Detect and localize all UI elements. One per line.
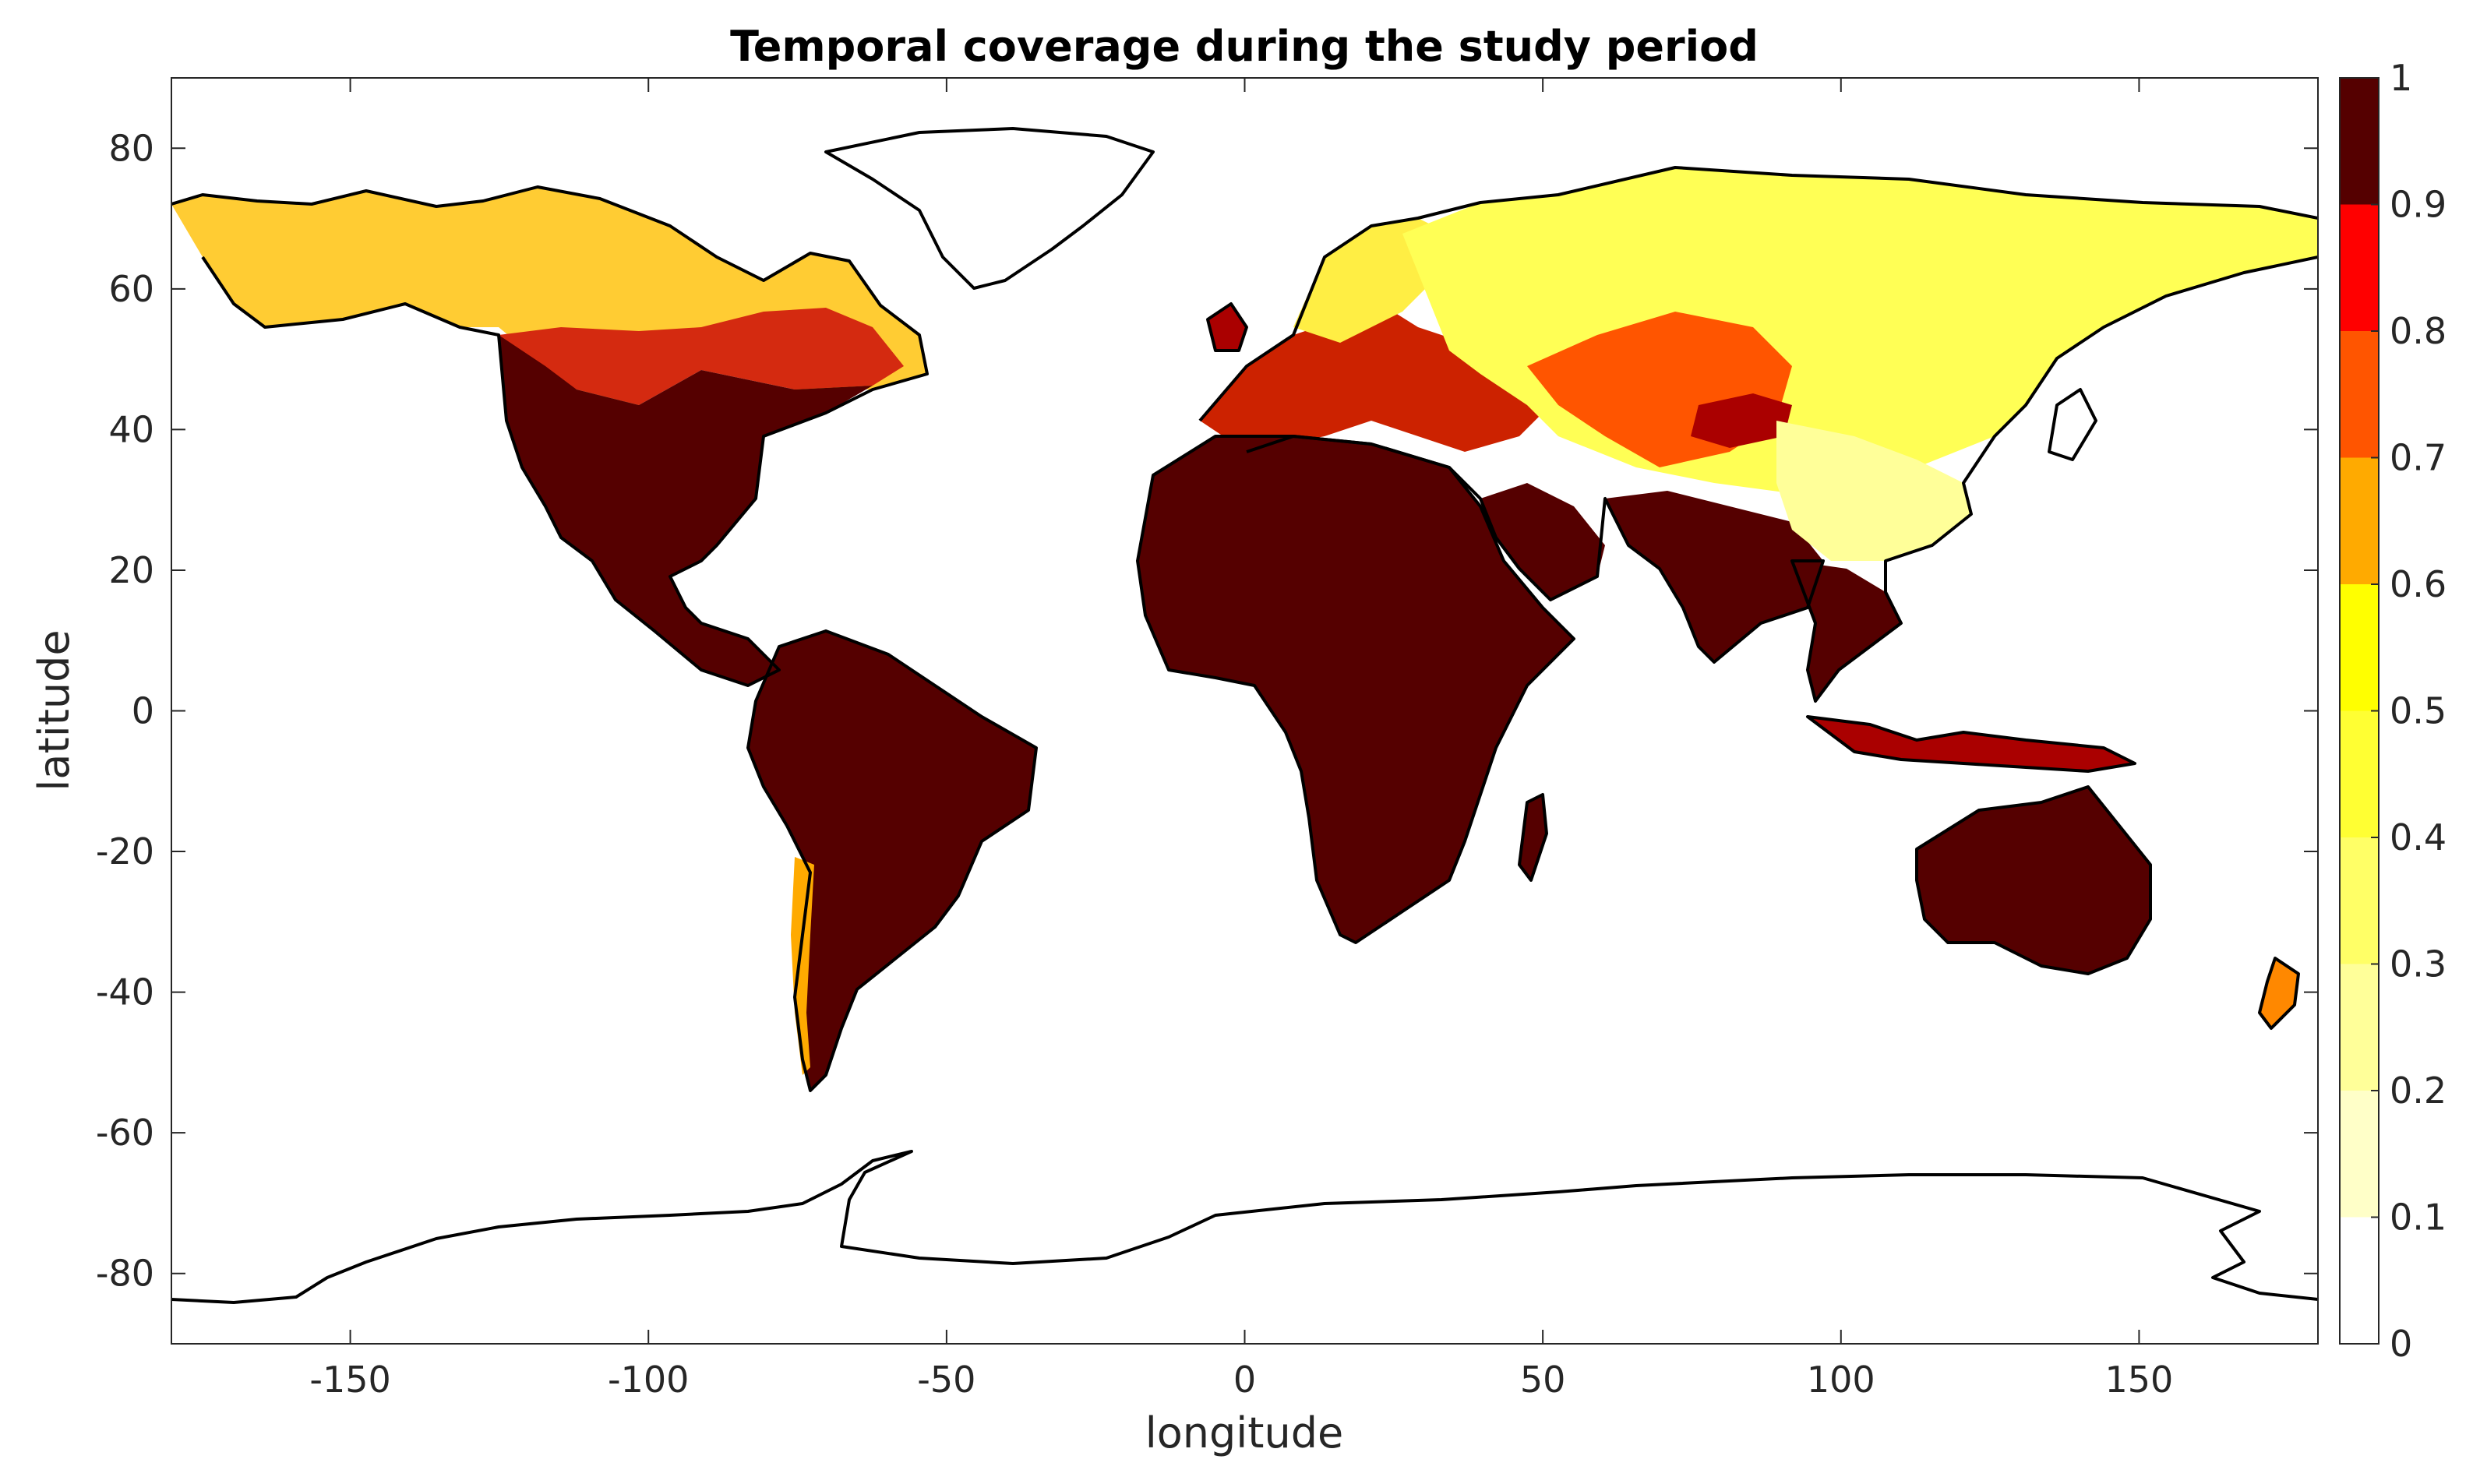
- coast-uk: [1206, 302, 1248, 352]
- land-canada-red-band: [499, 308, 904, 405]
- colorbar-tick-label: 0.7: [2390, 437, 2447, 479]
- y-axis-title: latitude: [30, 629, 79, 791]
- coast-north-america: [171, 185, 929, 687]
- colorbar-bin: [2340, 837, 2379, 964]
- colorbar-tick-label: 0.4: [2390, 816, 2447, 858]
- y-tick-label: -40: [96, 971, 154, 1013]
- x-tick-label: 50: [1520, 1359, 1566, 1401]
- x-tick-label: 100: [1807, 1359, 1875, 1401]
- colorbar-tick-label: 0.8: [2390, 310, 2447, 352]
- land-australia: [1917, 787, 2150, 974]
- y-axis: 80 60 40 20 0 -20 -40 -60 -80: [96, 127, 2318, 1295]
- coast-japan: [2048, 388, 2097, 461]
- land-europe: [1200, 308, 1558, 452]
- coast-madagascar: [1518, 793, 1548, 882]
- x-tick-label: 150: [2105, 1359, 2174, 1401]
- land-mongolia-red: [1691, 393, 1792, 448]
- land-southeast-asia: [1792, 561, 1901, 701]
- y-tick-label: 80: [108, 127, 154, 169]
- colorbar: 0 0.1 0.2 0.3 0.4 0.5 0.6 0.7 0.8 0.9 1: [2339, 57, 2447, 1365]
- coast-eurasia: [1198, 166, 2318, 703]
- coast-new-zealand: [2258, 957, 2300, 1030]
- colorbar-tick-label: 1: [2390, 57, 2412, 99]
- x-axis-title: longitude: [1145, 1408, 1343, 1458]
- land-north-america-south: [499, 335, 873, 686]
- y-tick-label: -20: [96, 830, 154, 872]
- coast-africa: [1136, 435, 1575, 944]
- y-tick-label: -60: [96, 1112, 154, 1154]
- coast-indonesia: [1806, 715, 2136, 773]
- coast-greenland: [824, 127, 1155, 290]
- y-tick-label: 60: [108, 268, 154, 310]
- land-coverage-layer: [171, 129, 2318, 1091]
- colorbar-bin: [2340, 204, 2379, 331]
- colorbar-tick-label: 0.1: [2390, 1197, 2447, 1239]
- colorbar-tick-label: 0.3: [2390, 943, 2447, 985]
- colorbar-bin: [2340, 1217, 2379, 1344]
- coastline-layer: [171, 127, 2318, 1304]
- x-tick-label: -100: [608, 1359, 689, 1401]
- x-axis: -150 -100 -50 0 50 100 150: [309, 78, 2173, 1401]
- colorbar-bin: [2340, 457, 2379, 584]
- colorbar-bin: [2340, 584, 2379, 711]
- colorbar-tick-label: 0.5: [2390, 690, 2447, 732]
- land-japan: [2049, 390, 2096, 460]
- colorbar-top-bin: [2340, 78, 2379, 205]
- y-tick-label: -80: [96, 1253, 154, 1295]
- colorbar-tick-label: 0.2: [2390, 1070, 2447, 1112]
- x-tick-label: -150: [309, 1359, 390, 1401]
- colorbar-tick-label: 0.6: [2390, 563, 2447, 605]
- land-east-asia: [1776, 421, 1971, 561]
- land-africa: [1138, 436, 1574, 943]
- colorbar-bin: [2340, 331, 2379, 458]
- coast-south-america: [746, 629, 1038, 1092]
- y-tick-label: 40: [108, 408, 154, 450]
- y-tick-label: 20: [108, 549, 154, 591]
- x-tick-label: -50: [917, 1359, 975, 1401]
- y-tick-label: 0: [132, 690, 154, 732]
- colorbar-tick-label: 0: [2390, 1323, 2412, 1365]
- colorbar-tick-label: 0.9: [2390, 184, 2447, 226]
- colorbar-bin: [2340, 710, 2379, 837]
- x-tick-label: 0: [1233, 1359, 1256, 1401]
- colorbar-bin: [2340, 964, 2379, 1091]
- land-greenland: [826, 129, 1153, 288]
- colorbar-bin: [2340, 1091, 2379, 1218]
- land-arabia: [1480, 483, 1605, 600]
- land-south-america: [748, 631, 1036, 1091]
- chart-title: Temporal coverage during the study perio…: [730, 22, 1759, 71]
- coast-antarctica: [171, 1150, 2318, 1304]
- coast-australia: [1915, 785, 2152, 975]
- land-uk: [1208, 304, 1247, 351]
